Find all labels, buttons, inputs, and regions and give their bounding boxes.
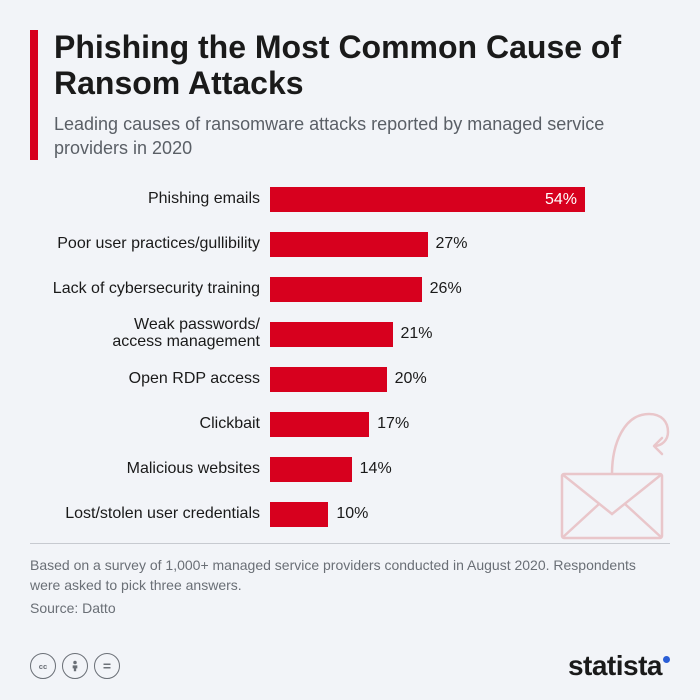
bar-fill xyxy=(270,457,352,482)
bar-value: 21% xyxy=(401,325,433,343)
bar-fill xyxy=(270,232,428,257)
bar-row: Open RDP access 20% xyxy=(30,362,670,396)
bar-label: Lost/stolen user credentials xyxy=(30,506,270,523)
bar-fill xyxy=(270,502,328,527)
bar-value: 27% xyxy=(436,235,468,253)
bar-label: Malicious websites xyxy=(30,461,270,478)
license-icons: cc xyxy=(30,653,120,679)
bottom-bar: cc statista xyxy=(30,650,670,682)
bar-track: 54% xyxy=(270,182,670,216)
brand-dot-icon xyxy=(663,656,670,663)
source-text: Source: Datto xyxy=(30,599,670,619)
bar-track: 26% xyxy=(270,272,670,306)
chart-subtitle: Leading causes of ransomware attacks rep… xyxy=(54,112,670,161)
svg-text:cc: cc xyxy=(39,662,47,671)
bar-label: Lack of cybersecurity training xyxy=(30,281,270,298)
phishing-envelope-icon xyxy=(554,404,674,544)
bar-chart: Phishing emails 54% Poor user practices/gu… xyxy=(30,182,670,531)
bar-value: 20% xyxy=(395,370,427,388)
methodology-note: Based on a survey of 1,000+ managed serv… xyxy=(30,556,670,595)
bar-fill xyxy=(270,412,369,437)
statista-logo: statista xyxy=(568,650,670,682)
bar-fill xyxy=(270,367,387,392)
bar-label: Clickbait xyxy=(30,416,270,433)
bar-track: 27% xyxy=(270,227,670,261)
bar-fill: 54% xyxy=(270,187,585,212)
bar-fill xyxy=(270,322,393,347)
nd-icon xyxy=(94,653,120,679)
bar-label: Poor user practices/gullibility xyxy=(30,236,270,253)
bar-label: Open RDP access xyxy=(30,371,270,388)
footer-note: Based on a survey of 1,000+ managed serv… xyxy=(30,543,670,619)
bar-row: Poor user practices/gullibility 27% xyxy=(30,227,670,261)
bar-value: 17% xyxy=(377,415,409,433)
bar-track: 20% xyxy=(270,362,670,396)
header-text: Phishing the Most Common Cause of Ransom… xyxy=(54,30,670,160)
bar-track: 21% xyxy=(270,317,670,351)
bar-value: 14% xyxy=(360,460,392,478)
bar-row: Lack of cybersecurity training 26% xyxy=(30,272,670,306)
cc-icon: cc xyxy=(30,653,56,679)
bar-label: Weak passwords/ access management xyxy=(30,317,270,351)
bar-label: Phishing emails xyxy=(30,191,270,208)
bar-fill xyxy=(270,277,422,302)
accent-bar xyxy=(30,30,38,160)
bar-value: 10% xyxy=(336,505,368,523)
bar-value: 54% xyxy=(545,187,585,212)
bar-value: 26% xyxy=(430,280,462,298)
bar-row: Weak passwords/ access management 21% xyxy=(30,317,670,351)
header: Phishing the Most Common Cause of Ransom… xyxy=(30,30,670,160)
chart-title: Phishing the Most Common Cause of Ransom… xyxy=(54,30,670,102)
bar-row: Phishing emails 54% xyxy=(30,182,670,216)
by-icon xyxy=(62,653,88,679)
